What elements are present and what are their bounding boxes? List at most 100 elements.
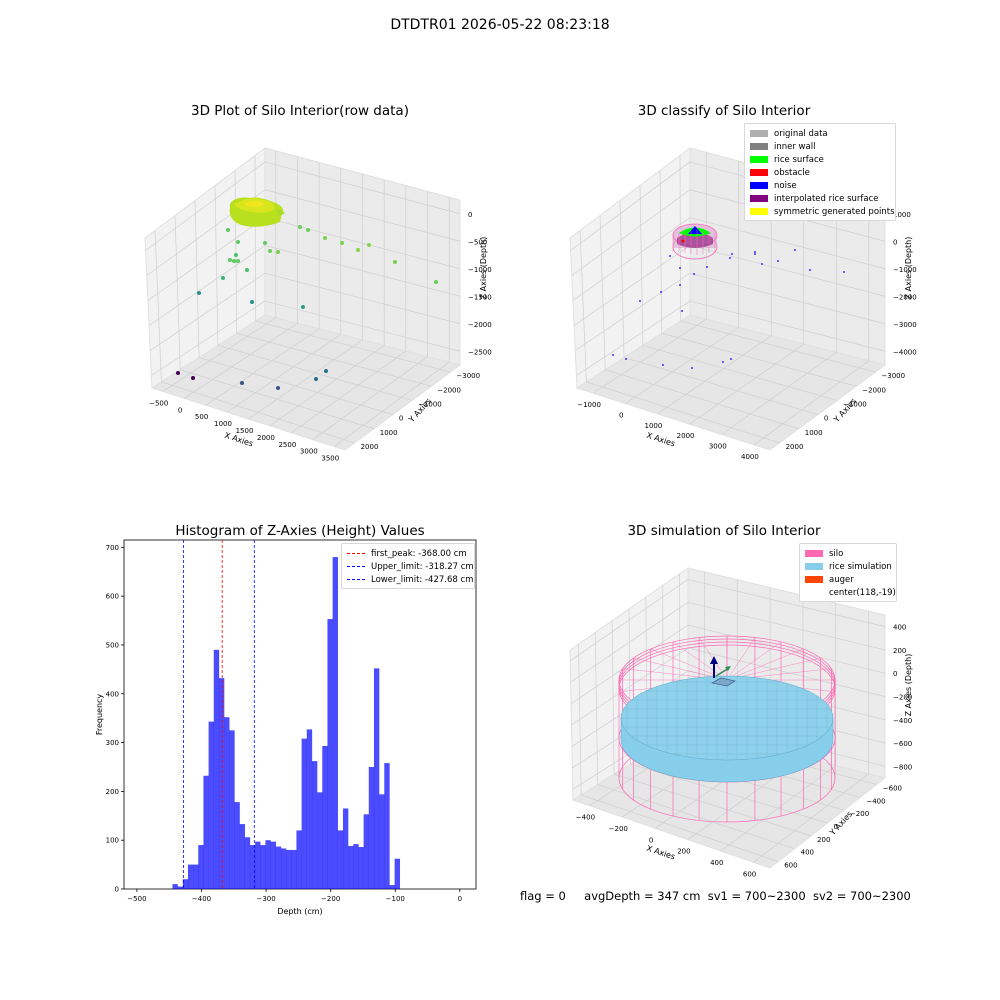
p4-y-tick-label: 600 xyxy=(784,862,797,870)
panel3-legend-entry: Lower_limit: -427.68 cm xyxy=(347,573,473,586)
p3-x-tick-label: −200 xyxy=(321,895,340,903)
legend-swatch xyxy=(750,169,768,176)
p1-ygrid xyxy=(161,381,355,444)
p3-bar xyxy=(301,738,307,889)
p2-xgrid xyxy=(592,318,707,394)
p1-y-tick-label: −1000 xyxy=(418,400,442,408)
legend-swatch xyxy=(750,208,768,215)
p2-z-tick-label: −1000 xyxy=(893,266,917,274)
p1-point xyxy=(393,260,397,264)
p2-noise-point xyxy=(693,273,695,275)
p4-x-tick-label: 400 xyxy=(710,859,723,867)
p1-x-tick-label: 3500 xyxy=(321,455,339,463)
legend-label: noise xyxy=(774,180,797,191)
p4-y-tick-label: 200 xyxy=(817,836,830,844)
legend-label: obstacle xyxy=(774,167,810,178)
p2-zgrid xyxy=(576,300,691,376)
p2-xgrid xyxy=(753,360,869,446)
p2-ygrid xyxy=(659,170,663,334)
p3-bar xyxy=(311,761,318,889)
p3-bar xyxy=(208,721,214,889)
p2-y-tick-label: 2000 xyxy=(786,443,804,451)
p1-ygrid xyxy=(174,215,181,370)
panel4-legend: silo rice simulation auger center(118,-19) xyxy=(799,543,897,602)
p2-z-tick-label: −4000 xyxy=(893,348,917,356)
legend-label: interpolated rice surface xyxy=(774,193,879,204)
p4-y-tick-label: −200 xyxy=(850,810,869,818)
p3-y-tick-label: 500 xyxy=(106,641,119,649)
panel4-legend-entry: rice simulation xyxy=(805,560,892,573)
p4-z-tick-label: −800 xyxy=(893,763,912,771)
p3-y-tick-label: 300 xyxy=(106,739,119,747)
p2-y-tick-label: 0 xyxy=(824,415,828,423)
p4-z-tick-label: −400 xyxy=(893,717,912,725)
status-sv2: sv2 = 700~2300 xyxy=(812,889,911,903)
p2-x-tick-label: 3000 xyxy=(709,443,727,451)
p3-bar xyxy=(270,841,276,889)
p4-silo-spoke xyxy=(726,637,756,681)
legend-swatch xyxy=(805,563,823,570)
p1-point xyxy=(301,305,305,309)
p4-x-tick-label: 200 xyxy=(677,848,690,856)
p1-zgrid xyxy=(264,217,461,270)
p3-x-tick-label: −500 xyxy=(127,895,146,903)
p3-bar xyxy=(368,766,375,889)
p3-bar xyxy=(322,745,328,889)
legend-swatch xyxy=(750,156,768,163)
legend-swatch xyxy=(805,589,823,596)
p3-bar xyxy=(275,846,282,889)
legend-label: first_peak: -368.00 cm xyxy=(371,548,467,559)
panel2-legend-entry: obstacle xyxy=(750,166,890,179)
panel4-legend-entry: silo xyxy=(805,547,891,560)
p1-ygrid xyxy=(236,332,432,387)
p1-point xyxy=(314,377,318,381)
p2-x-tick-label: 0 xyxy=(619,412,623,420)
p3-bar xyxy=(229,730,235,889)
p1-z-tick-label: −1500 xyxy=(468,293,492,301)
legend-swatch xyxy=(805,550,823,557)
p2-noise-point xyxy=(679,284,681,286)
p2-noise-point xyxy=(662,364,664,366)
p3-bar xyxy=(296,830,302,889)
p1-point xyxy=(340,241,344,245)
p2-noise-point xyxy=(612,354,614,356)
panel4-legend-entry: auger xyxy=(805,573,891,586)
p2-xgrid xyxy=(721,352,837,435)
p1-xgrid xyxy=(334,361,450,447)
p2-grid xyxy=(570,152,886,446)
p2-ygrid xyxy=(586,381,780,444)
p3-bar xyxy=(306,729,313,889)
p1-point xyxy=(197,291,201,295)
p2-ygrid xyxy=(661,332,857,387)
p2-noise-point xyxy=(669,255,671,257)
p3-bar xyxy=(379,794,385,889)
p4-ygrid xyxy=(581,794,779,862)
p1-zgrid xyxy=(264,161,461,215)
p4-direction-arrowhead xyxy=(725,666,731,671)
p4-z-tick-label: −600 xyxy=(893,740,912,748)
p2-zgrid xyxy=(570,161,691,251)
p1-point xyxy=(324,369,328,373)
panel3-histogram: −500 −400 −300 −200 −100 0 0 100 200 300 400 500 600… xyxy=(95,539,477,916)
p2-noise-point xyxy=(843,271,845,273)
p1-point xyxy=(232,259,236,263)
panel3-legend-entry: first_peak: -368.00 cm xyxy=(347,547,469,560)
legend-label: Lower_limit: -427.68 cm xyxy=(371,574,474,585)
p2-y-tick-label: −2000 xyxy=(862,386,886,394)
p1-x-tick-label: 1500 xyxy=(236,427,254,435)
p4-center-arrowhead xyxy=(710,656,718,664)
panel2-title: 3D classify of Silo Interior xyxy=(637,103,811,119)
p2-noise-point xyxy=(660,291,662,293)
p2-ygrid xyxy=(642,345,838,401)
p3-bar xyxy=(218,678,225,889)
p3-bar xyxy=(342,808,349,889)
legend-label: inner wall xyxy=(774,141,816,152)
p3-bar xyxy=(239,824,245,889)
p1-point xyxy=(276,386,280,390)
p1-x-tick-label: 500 xyxy=(195,413,208,421)
p1-xgrid xyxy=(205,328,320,406)
panel2-legend: original data inner wall rice surface obsta… xyxy=(744,123,896,221)
p1-point xyxy=(191,376,195,380)
p1-y-tick-label: −2000 xyxy=(437,386,461,394)
p4-y-tick-label: 0 xyxy=(834,823,838,831)
